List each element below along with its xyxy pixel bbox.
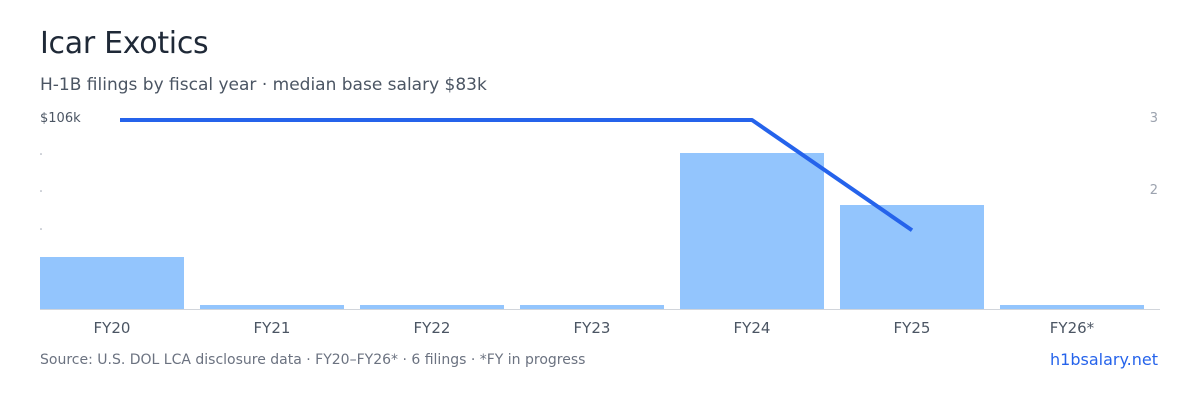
bar-fy23[interactable] (520, 305, 664, 309)
right-axis-tick-2: 2 (1149, 183, 1158, 198)
brand-link[interactable]: h1bsalary.net (1050, 350, 1158, 369)
bar-chart: FY20 FY21 FY22 FY23 FY24 FY25 FY26* (40, 118, 1160, 337)
bar-fy21[interactable] (200, 305, 344, 309)
left-axis-dot (40, 228, 42, 230)
chart-title: Icar Exotics (40, 26, 209, 61)
bar-fy25[interactable] (840, 205, 984, 309)
left-axis-label: $106k (40, 111, 81, 126)
salary-line (120, 118, 914, 232)
x-tick-label: FY26* (1050, 319, 1095, 337)
bar-fy22[interactable] (360, 305, 504, 309)
x-tick-label: FY20 (94, 319, 131, 337)
left-axis-dot (40, 153, 42, 155)
x-tick-label: FY22 (414, 319, 451, 337)
chart-subtitle: H-1B filings by fiscal year · median bas… (40, 75, 487, 95)
bar-fy26-star[interactable] (1000, 305, 1144, 309)
bar-fy24[interactable] (680, 153, 824, 309)
left-axis-dot (40, 190, 42, 192)
x-tick-label: FY23 (574, 319, 611, 337)
x-tick-label: FY21 (254, 319, 291, 337)
source-note: Source: U.S. DOL LCA disclosure data · F… (40, 352, 586, 368)
x-tick-label: FY24 (734, 319, 771, 337)
bar-fy20[interactable] (40, 257, 184, 309)
x-tick-label: FY25 (894, 319, 931, 337)
right-axis-tick-3: 3 (1149, 111, 1158, 126)
